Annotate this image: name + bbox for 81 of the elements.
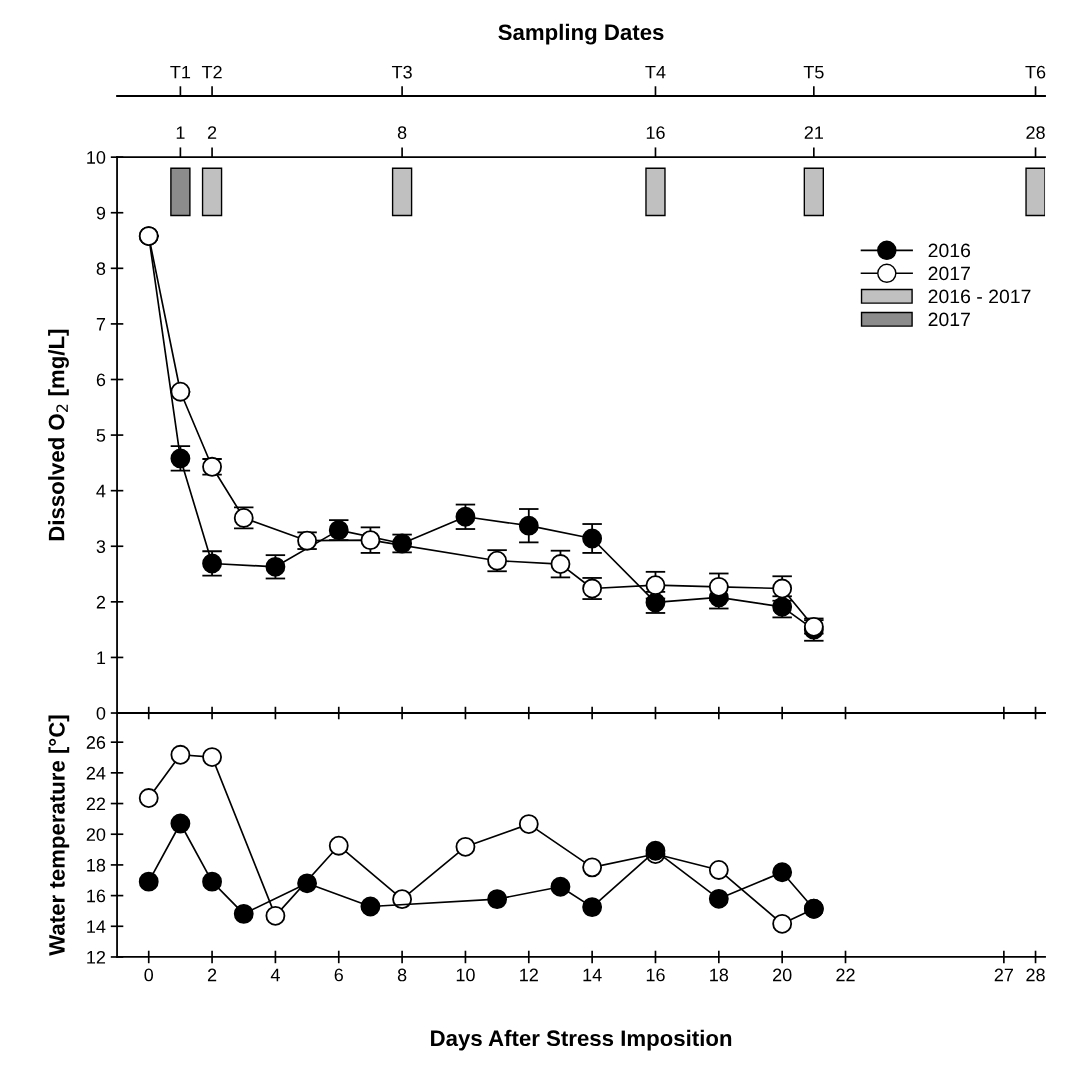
- point: [392, 889, 413, 910]
- x-tick-label: 6: [334, 968, 343, 982]
- point: [138, 871, 159, 892]
- legend-label: 2017: [928, 266, 970, 281]
- x-tick-label: 16: [646, 126, 665, 139]
- point: [708, 576, 729, 597]
- x-tick-label: 4: [270, 968, 280, 982]
- x-tick-label: 20: [773, 968, 792, 982]
- x-tick-label: 28: [1026, 968, 1045, 982]
- annotation: T2: [201, 65, 222, 79]
- x-tick-label: 10: [456, 968, 475, 982]
- y-tick-label: 0: [96, 706, 106, 720]
- x-tick-label: 14: [583, 968, 602, 982]
- legend-label: 2016: [928, 243, 971, 258]
- x-axis-title: Days After Stress Imposition: [431, 1029, 732, 1051]
- point: [360, 896, 381, 917]
- y-tick-label: 10: [87, 151, 106, 164]
- point: [518, 814, 539, 835]
- x-tick-label: 8: [397, 126, 407, 139]
- point: [582, 528, 603, 549]
- point: [328, 835, 349, 856]
- point: [170, 813, 191, 834]
- annotation: T5: [803, 65, 824, 79]
- legend-label: 2016 - 2017: [928, 289, 1031, 304]
- x-tick-label: 8: [397, 968, 407, 982]
- annotation: T1: [170, 65, 191, 79]
- point: [772, 862, 793, 883]
- y-tick-label: 26: [86, 736, 106, 749]
- y-tick-label: 4: [96, 484, 106, 498]
- point: [550, 876, 571, 897]
- point: [202, 871, 223, 892]
- x-tick-label: 22: [836, 968, 855, 982]
- point: [708, 888, 729, 909]
- y-tick-label: 8: [96, 262, 106, 276]
- y-axis-title: Dissolved O$_{2}$ [mg/L]: [48, 329, 69, 541]
- point: [582, 857, 603, 878]
- point: [138, 788, 159, 808]
- x-tick-label: 12: [520, 968, 538, 982]
- point: [645, 575, 666, 596]
- y-tick-label: 3: [96, 540, 106, 553]
- point: [487, 889, 508, 910]
- point: [455, 836, 476, 857]
- annotation: T4: [645, 65, 666, 79]
- point: [550, 554, 571, 574]
- x-tick-label: 27: [994, 968, 1013, 982]
- y-tick-label: 14: [87, 920, 106, 933]
- point: [265, 905, 286, 926]
- x-tick-label: 2: [207, 126, 217, 139]
- y-tick-label: 2: [96, 595, 106, 609]
- x-tick-label: 21: [804, 126, 823, 139]
- y-tick-label: 7: [96, 318, 106, 331]
- y-tick-label: 12: [87, 950, 106, 964]
- point: [297, 873, 318, 894]
- y-tick-label: 22: [86, 797, 106, 811]
- y-tick-label: 20: [86, 828, 106, 841]
- y-tick-label: 1: [97, 651, 106, 664]
- point: [518, 515, 539, 536]
- x-tick-label: 18: [710, 968, 729, 982]
- y-tick-label: 6: [96, 373, 106, 387]
- y-tick-label: 5: [96, 429, 106, 442]
- point: [233, 903, 254, 924]
- point: [708, 860, 729, 880]
- x-tick-label: 2: [207, 968, 217, 982]
- point: [170, 744, 191, 765]
- x-tick-label: 28: [1026, 126, 1045, 139]
- point: [202, 747, 223, 767]
- x-tick-label: 0: [144, 968, 154, 982]
- y-tick-label: 16: [87, 889, 106, 903]
- annotation: T6: [1025, 65, 1046, 79]
- y-tick-label: 18: [87, 858, 106, 872]
- y-tick-label: 9: [96, 206, 106, 220]
- x-tick-label: 1: [176, 126, 185, 139]
- point: [582, 897, 603, 918]
- y-axis-title: Water temperature [°C]: [48, 715, 70, 956]
- point: [170, 381, 191, 402]
- annotation: T3: [391, 65, 412, 79]
- chart-title: Sampling Dates: [498, 23, 664, 45]
- point: [772, 913, 793, 934]
- y-tick-label: 24: [86, 766, 106, 780]
- legend-label: 2017: [928, 312, 970, 327]
- x-tick-label: 16: [646, 968, 665, 982]
